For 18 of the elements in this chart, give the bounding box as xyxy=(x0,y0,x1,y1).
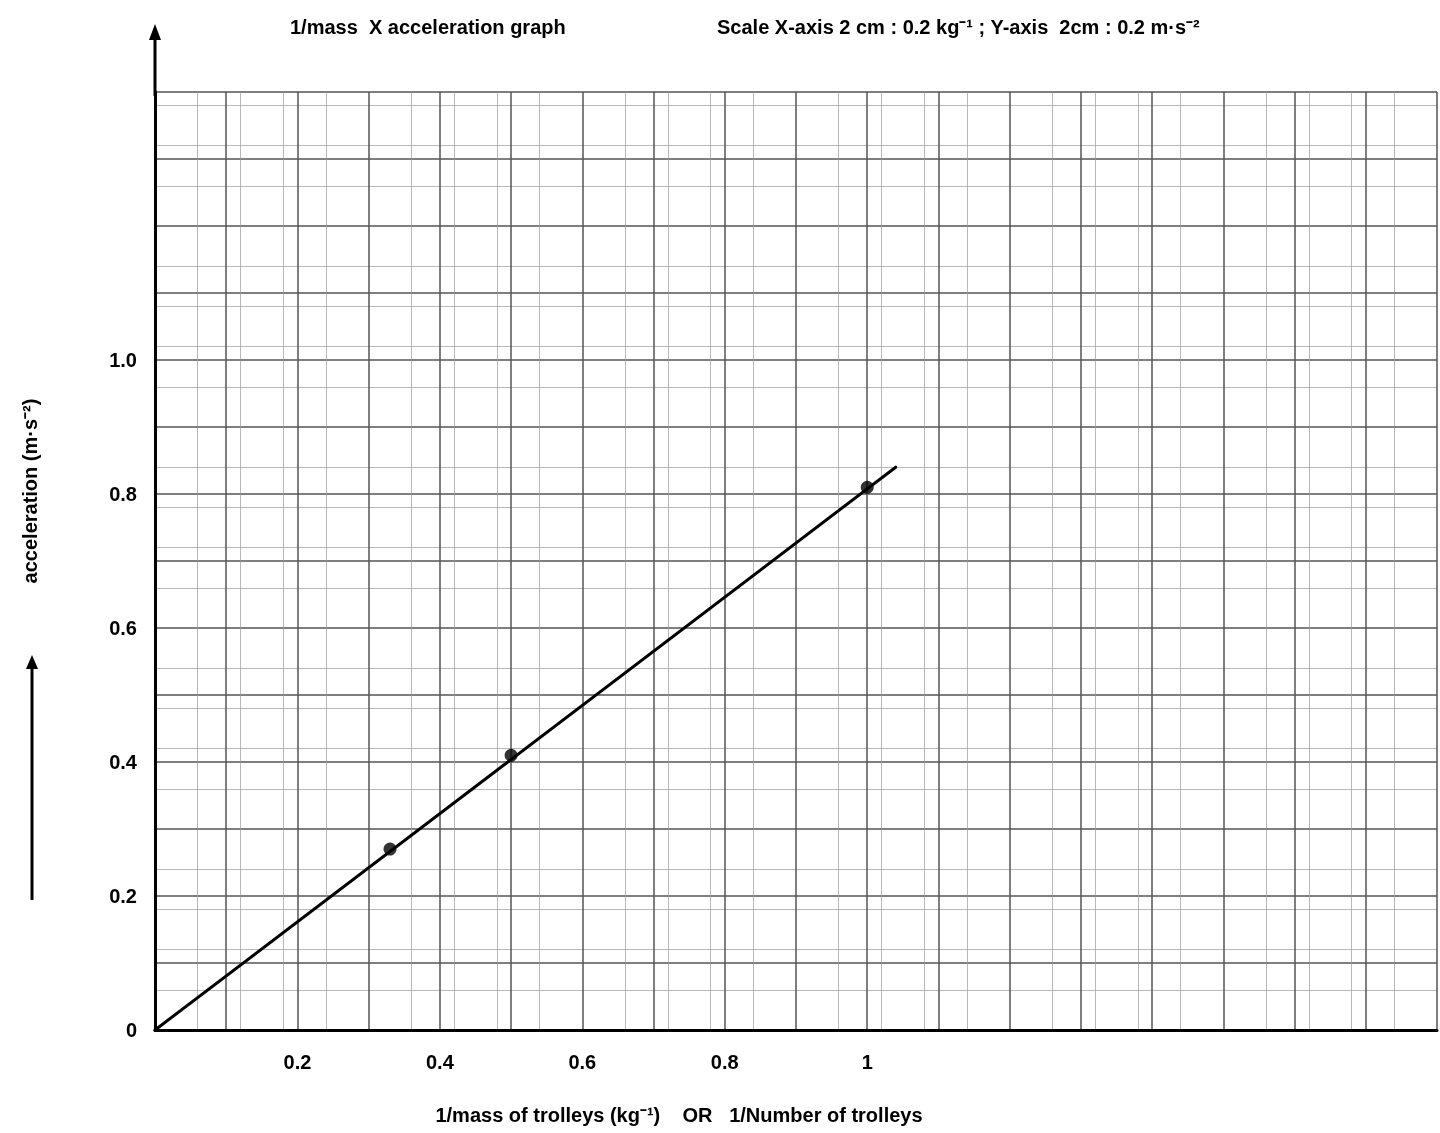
x-tick-label: 0.8 xyxy=(710,1051,739,1073)
y-tick-label: 0.6 xyxy=(109,617,137,639)
y-tick-label: 0.8 xyxy=(109,483,137,505)
chart-subtitle: Scale X-axis 2 cm : 0.2 kg⁻¹ ; Y-axis 2cm : 0.2 m·s⁻² xyxy=(717,16,1201,38)
point xyxy=(383,842,397,856)
x-axis-title: 1/mass of trolleys (kg⁻¹) OR 1/Number of trolleys xyxy=(435,1104,923,1126)
y-tick-label: 0.4 xyxy=(109,751,138,773)
x-tick-label: 0.4 xyxy=(425,1051,455,1073)
y-tick-label: 0 xyxy=(125,1019,137,1041)
y-axis-title: acceleration (m·s⁻²) xyxy=(19,398,41,584)
y-tick-label: 0.2 xyxy=(109,885,137,907)
x-tick-label: 1 xyxy=(861,1051,873,1073)
point xyxy=(504,748,518,762)
y-tick-label: 1.0 xyxy=(109,349,137,371)
point xyxy=(860,480,874,494)
x-tick-label: 0.2 xyxy=(283,1051,312,1073)
x-tick-label: 0.6 xyxy=(568,1051,597,1073)
chart-title: 1/mass X acceleration graph xyxy=(290,16,566,38)
